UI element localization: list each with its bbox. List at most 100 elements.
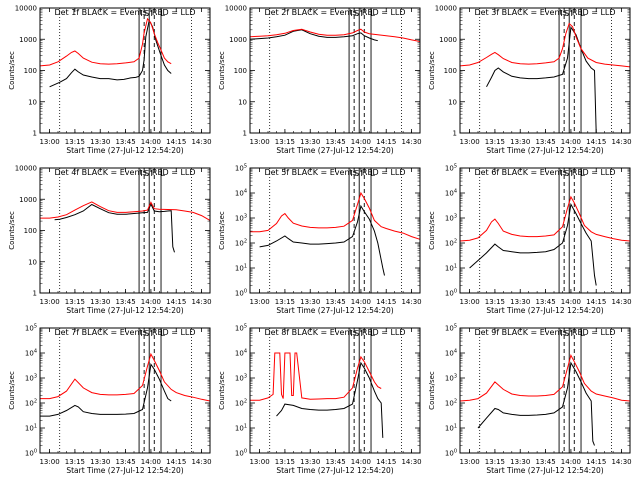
plot-frame bbox=[39, 7, 211, 134]
y-tick-exponent: 2 bbox=[34, 399, 37, 405]
y-tick-exponent: 4 bbox=[454, 189, 457, 195]
x-tick-label: 13:15 bbox=[275, 138, 295, 146]
x-axis-label: Start Time (27-Jul-12 12:54:20) bbox=[486, 146, 603, 155]
event-marker-label: S bbox=[354, 9, 359, 18]
y-tick-label: 10 bbox=[448, 98, 457, 106]
y-tick-exponent: 3 bbox=[454, 374, 457, 380]
event-marker-label: I bbox=[151, 9, 153, 18]
y-axis-label: Counts/sec bbox=[8, 371, 16, 410]
y-tick-exponent: 5 bbox=[454, 324, 457, 330]
panel-title: Det 8f BLACK = Events, RED = LLD bbox=[264, 328, 405, 337]
event-marker-label: I bbox=[140, 169, 142, 178]
y-tick-exponent: 5 bbox=[244, 164, 247, 170]
y-tick-label: 105 bbox=[25, 324, 37, 333]
y-tick-label: 105 bbox=[235, 324, 247, 333]
x-tick-label: 13:15 bbox=[275, 298, 295, 306]
y-tick-exponent: 3 bbox=[34, 374, 37, 380]
x-tick-label: 13:00 bbox=[39, 138, 59, 146]
y-tick-label: 1 bbox=[453, 130, 457, 138]
x-axis-label: Start Time (27-Jul-12 12:54:20) bbox=[486, 466, 603, 475]
y-tick-label: 1000 bbox=[19, 36, 37, 44]
x-tick-label: 13:00 bbox=[249, 458, 269, 466]
y-tick-label: 103 bbox=[445, 374, 457, 383]
event-marker-label: I bbox=[151, 169, 153, 178]
y-axis-label: Counts/sec bbox=[218, 211, 226, 250]
event-marker-label: I bbox=[571, 169, 573, 178]
event-marker-label: I bbox=[151, 329, 153, 338]
y-tick-label: 1 bbox=[33, 290, 37, 298]
y-tick-label: 104 bbox=[25, 349, 37, 358]
y-tick-label: 100 bbox=[445, 449, 457, 458]
y-tick-label: 101 bbox=[235, 424, 247, 433]
x-tick-label: 13:15 bbox=[485, 298, 505, 306]
series-line bbox=[39, 17, 172, 67]
x-tick-label: 13:30 bbox=[90, 298, 110, 306]
x-tick-label: 14:30 bbox=[611, 298, 631, 306]
y-tick-exponent: 0 bbox=[454, 289, 457, 295]
y-tick-exponent: 1 bbox=[34, 424, 37, 430]
x-tick-label: 14:30 bbox=[191, 458, 211, 466]
x-tick-label: 14:30 bbox=[191, 138, 211, 146]
series-line bbox=[249, 28, 421, 42]
plot-frame bbox=[459, 167, 631, 294]
x-tick-label: 14:15 bbox=[586, 138, 606, 146]
y-tick-exponent: 3 bbox=[244, 214, 247, 220]
x-axis-label: Start Time (27-Jul-12 12:54:20) bbox=[276, 466, 393, 475]
panel-title: Det 9f BLACK = Events, RED = LLD bbox=[474, 328, 615, 337]
x-tick-label: 14:00 bbox=[561, 458, 581, 466]
y-tick-label: 103 bbox=[445, 214, 457, 223]
x-tick-label: 14:00 bbox=[351, 298, 371, 306]
y-tick-exponent: 2 bbox=[244, 239, 247, 245]
y-axis-label: Counts/sec bbox=[428, 371, 436, 410]
event-marker-label: S bbox=[144, 329, 149, 338]
y-tick-exponent: 0 bbox=[454, 449, 457, 455]
series-line bbox=[477, 361, 595, 446]
series-line bbox=[40, 201, 211, 221]
x-tick-label: 14:00 bbox=[141, 138, 161, 146]
plot-frame bbox=[459, 7, 631, 134]
plot-frame bbox=[249, 167, 421, 294]
event-marker-label: I bbox=[140, 9, 142, 18]
y-tick-label: 103 bbox=[235, 214, 247, 223]
event-marker-label: I bbox=[361, 329, 363, 338]
x-tick-label: 14:30 bbox=[401, 298, 421, 306]
y-tick-exponent: 5 bbox=[244, 324, 247, 330]
x-tick-label: 13:00 bbox=[39, 458, 59, 466]
series-line bbox=[250, 191, 421, 240]
event-marker-label: I bbox=[361, 9, 363, 18]
y-tick-label: 105 bbox=[445, 324, 457, 333]
x-tick-label: 13:45 bbox=[535, 458, 555, 466]
y-tick-label: 102 bbox=[25, 399, 37, 408]
series-line bbox=[469, 202, 597, 286]
y-tick-label: 102 bbox=[235, 399, 247, 408]
x-tick-label: 13:45 bbox=[115, 298, 135, 306]
plot-frame bbox=[249, 7, 421, 134]
y-tick-label: 100 bbox=[235, 289, 247, 298]
y-tick-exponent: 5 bbox=[454, 164, 457, 170]
event-marker-label: L bbox=[580, 9, 585, 18]
plot-frame bbox=[249, 327, 421, 454]
y-tick-label: 105 bbox=[445, 164, 457, 173]
panel-title: Det 6f BLACK = Events, RED = LLD bbox=[474, 168, 615, 177]
x-tick-label: 13:30 bbox=[510, 458, 530, 466]
y-axis-label: Counts/sec bbox=[428, 211, 436, 250]
series-line bbox=[276, 361, 384, 438]
x-tick-label: 14:00 bbox=[141, 458, 161, 466]
y-tick-exponent: 4 bbox=[34, 349, 37, 355]
x-tick-label: 14:30 bbox=[191, 298, 211, 306]
y-tick-exponent: 1 bbox=[244, 424, 247, 430]
y-tick-label: 10000 bbox=[435, 5, 457, 13]
panel-title: Det 2f BLACK = Events, RED = LLD bbox=[264, 8, 405, 17]
y-tick-label: 101 bbox=[235, 264, 247, 273]
y-tick-label: 10 bbox=[28, 258, 37, 266]
y-tick-label: 100 bbox=[234, 67, 247, 75]
event-marker-label: S bbox=[564, 329, 569, 338]
y-tick-exponent: 1 bbox=[454, 424, 457, 430]
y-axis-label: Counts/sec bbox=[428, 51, 436, 90]
series-line bbox=[459, 354, 631, 402]
x-tick-label: 13:30 bbox=[300, 458, 320, 466]
